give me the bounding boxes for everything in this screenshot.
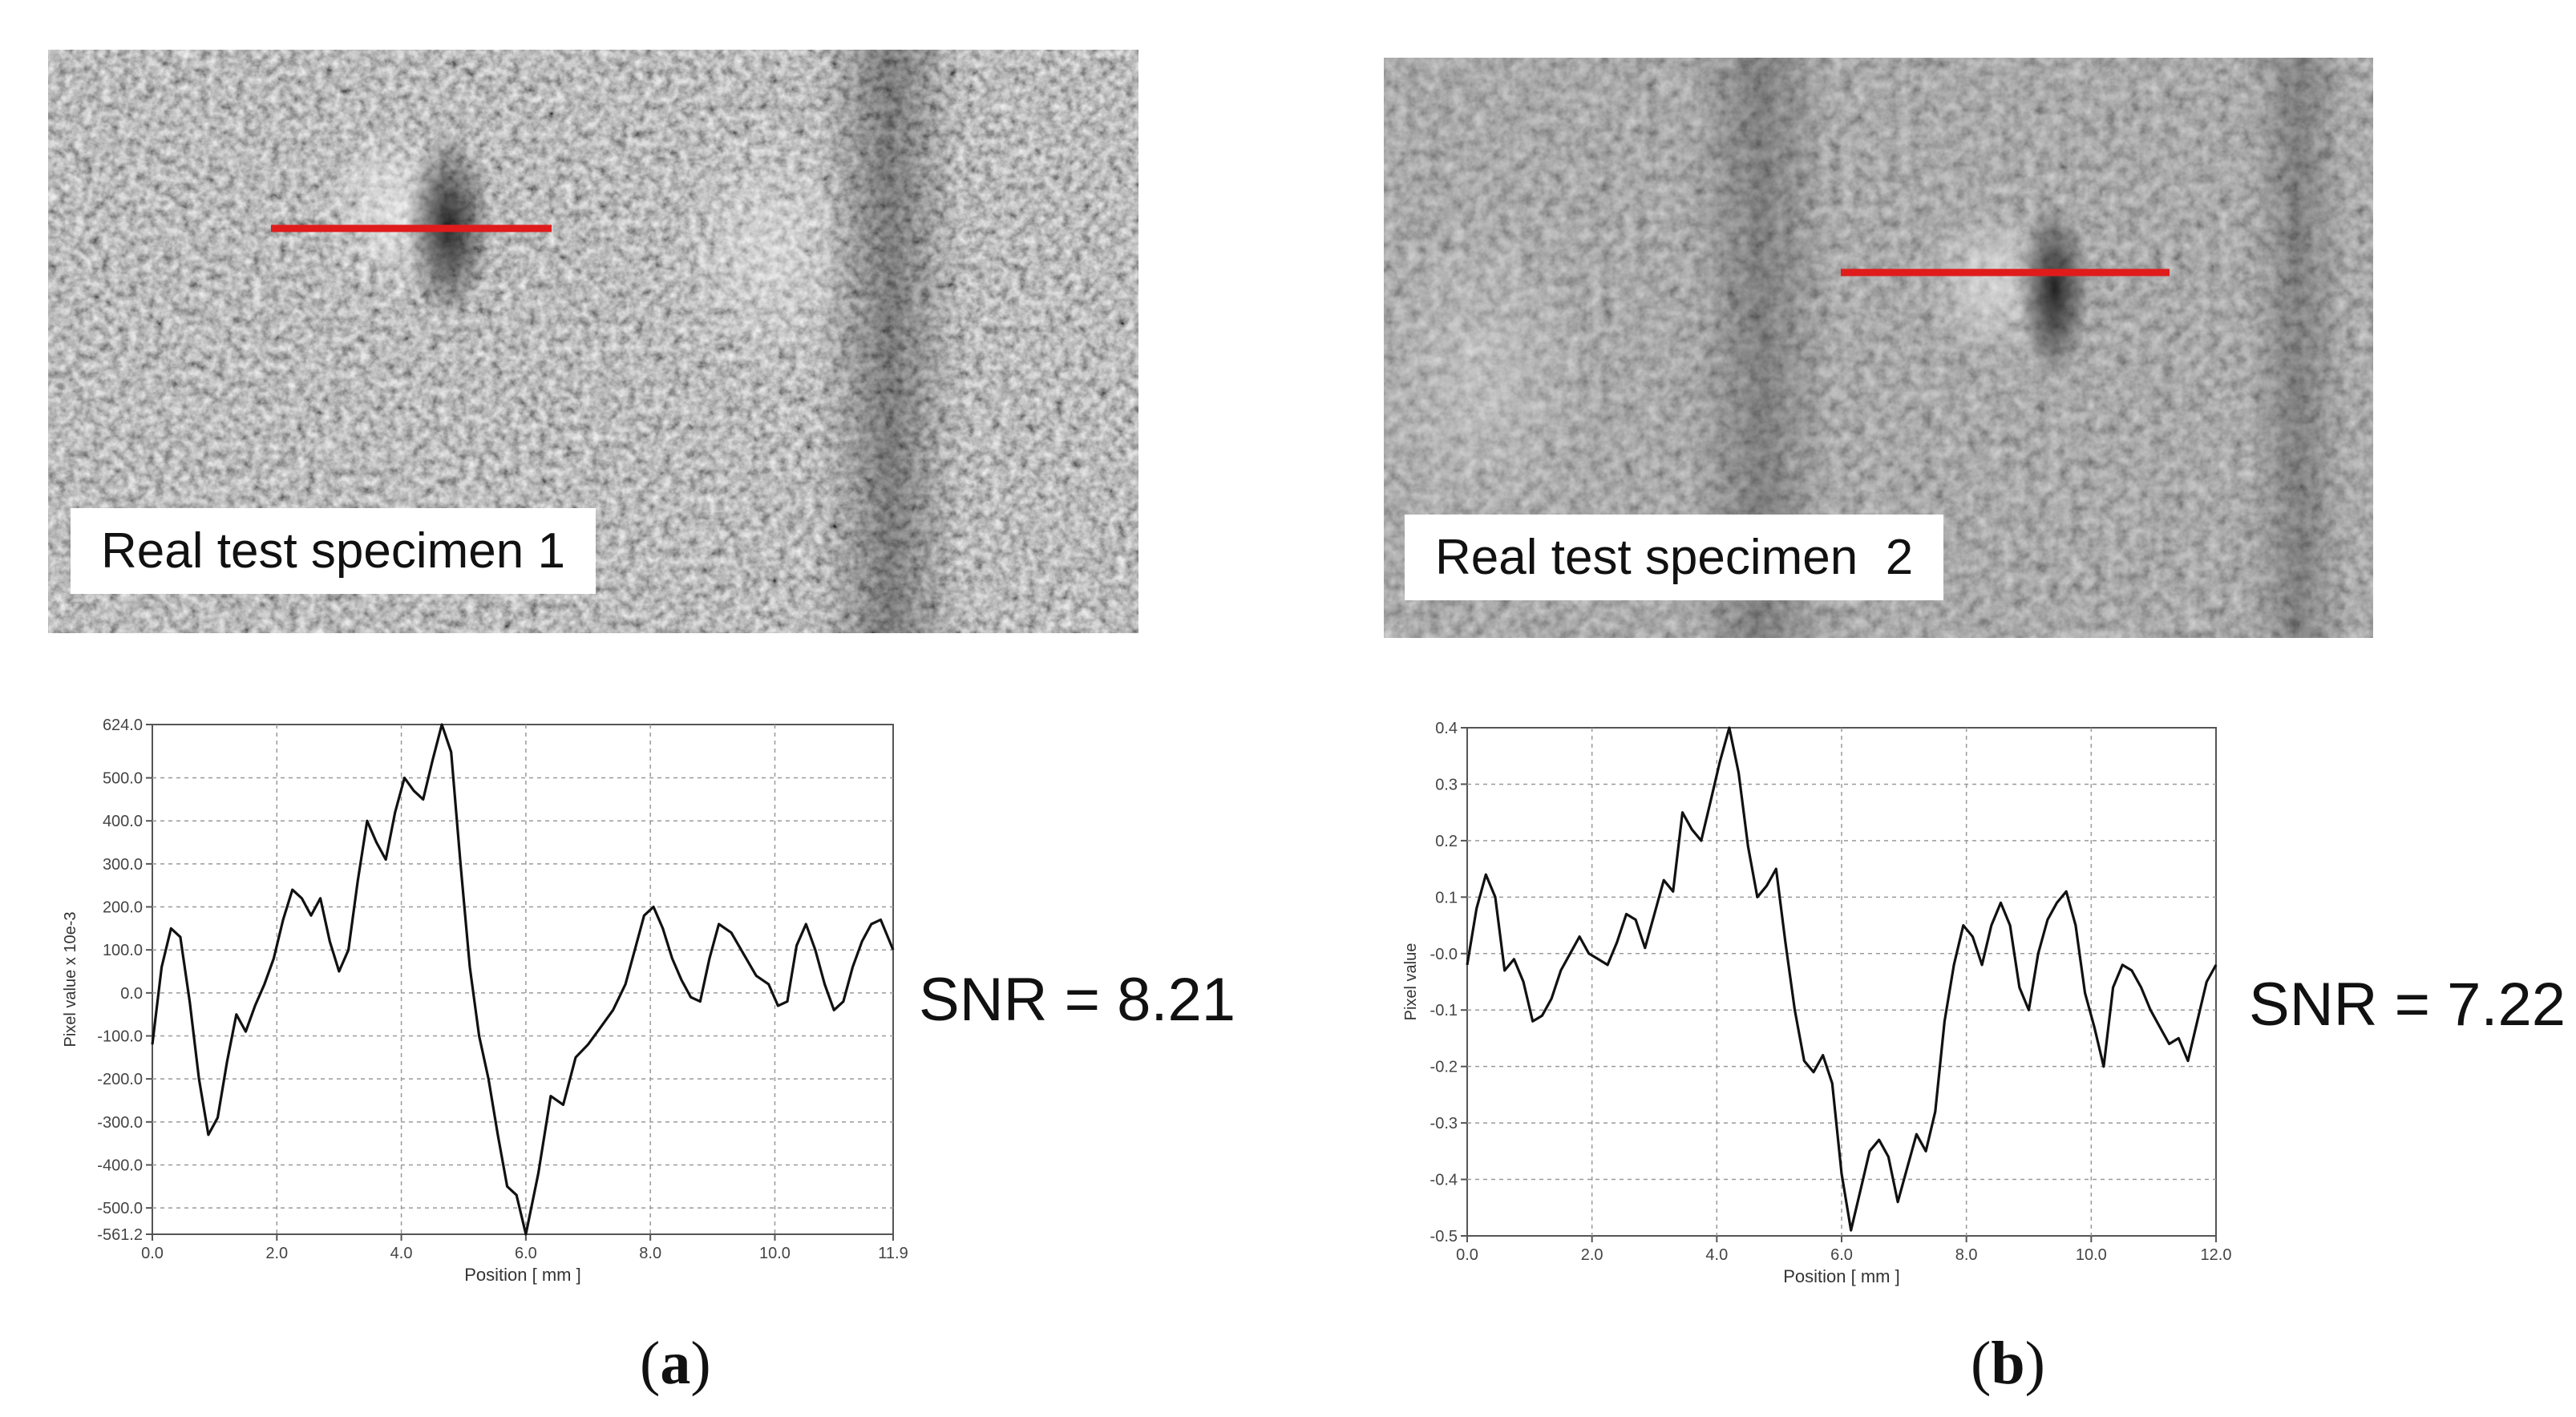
y-tick-label: -100.0 [97, 1028, 143, 1046]
y-tick-label: -0.4 [1430, 1172, 1458, 1189]
y-tick-label: -0.1 [1430, 1002, 1458, 1019]
x-tick-label: 8.0 [1955, 1246, 1978, 1264]
x-tick-label: 12.0 [2201, 1246, 2232, 1264]
plot-area-a [152, 724, 894, 1235]
y-tick-label: 400.0 [103, 813, 143, 830]
caption-a-letter: a [660, 1330, 691, 1397]
x-tick-label: 2.0 [265, 1245, 288, 1262]
x-tick-label: 2.0 [1581, 1246, 1603, 1264]
y-tick-label: 100.0 [103, 942, 143, 959]
y-tick-label: 0.2 [1435, 833, 1458, 850]
snr-value-a: SNR = 8.21 [919, 966, 1235, 1034]
series-line-b-0 [1466, 726, 2218, 1232]
line-chart-a: 0.0 2.0 4.0 6.0 8.0 10.0 11.9 624.0 500.0 400.0 30… [62, 717, 908, 1285]
y-tick-label: -400.0 [97, 1157, 143, 1174]
x-tick-label: 11.9 [878, 1245, 908, 1262]
x-tick-label: 4.0 [390, 1245, 413, 1262]
y-tick-label: 200.0 [103, 899, 143, 917]
x-tick-label: 0.0 [1456, 1246, 1478, 1264]
caption-a-close: ) [690, 1330, 711, 1397]
y-axis-label: Pixel value x 10e-3 [62, 912, 79, 1048]
y-tick-label: -561.2 [97, 1226, 143, 1244]
y-tick-label: -300.0 [97, 1114, 143, 1132]
y-tick-label: -0.0 [1430, 946, 1458, 963]
x-tick-label: 8.0 [639, 1245, 661, 1262]
y-tick-label: 0.4 [1435, 720, 1458, 737]
y-tick-label: 0.0 [120, 985, 143, 1003]
caption-b-letter: b [1991, 1330, 2025, 1397]
specimen-label-b: Real test specimen 2 [1405, 515, 1944, 600]
x-axis-label: Position [ mm ] [464, 1265, 580, 1285]
y-tick-label: 500.0 [103, 770, 143, 788]
y-tick-label: 0.3 [1435, 776, 1458, 793]
x-tick-label: 0.0 [141, 1245, 164, 1262]
y-tick-label: -200.0 [97, 1071, 143, 1088]
x-tick-label: 6.0 [515, 1245, 537, 1262]
y-tick-label: -0.2 [1430, 1059, 1458, 1076]
specimen-image-a [48, 50, 1138, 633]
caption-a-open: ( [640, 1330, 661, 1397]
y-tick-label: -0.3 [1430, 1115, 1458, 1132]
series-line-a-0 [151, 723, 895, 1236]
x-tick-label: 10.0 [759, 1245, 791, 1262]
y-tick-label: -500.0 [97, 1200, 143, 1217]
caption-a: (a) [640, 1329, 711, 1399]
caption-b-close: ) [2024, 1330, 2045, 1397]
line-chart-b: 0.0 2.0 4.0 6.0 8.0 10.0 12.0 0.4 0.3 0.2 0.1 -0.0 -… [1402, 720, 2232, 1286]
y-tick-label: 624.0 [103, 717, 143, 734]
y-axis-label: Pixel value [1402, 943, 1420, 1021]
y-tick-label: -0.5 [1430, 1228, 1458, 1245]
x-tick-label: 6.0 [1830, 1246, 1853, 1264]
x-tick-label: 4.0 [1705, 1246, 1728, 1264]
caption-b: (b) [1971, 1329, 2045, 1399]
specimen-label-a: Real test specimen 1 [71, 508, 596, 594]
x-tick-label: 10.0 [2076, 1246, 2107, 1264]
caption-b-open: ( [1971, 1330, 1992, 1397]
snr-value-b: SNR = 7.22 [2249, 971, 2566, 1039]
y-tick-label: 300.0 [103, 856, 143, 874]
plot-area-b [1466, 727, 2217, 1237]
specimen-image-a-render [48, 50, 1138, 633]
y-tick-label: 0.1 [1435, 889, 1458, 906]
x-axis-label: Position [ mm ] [1783, 1266, 1899, 1286]
